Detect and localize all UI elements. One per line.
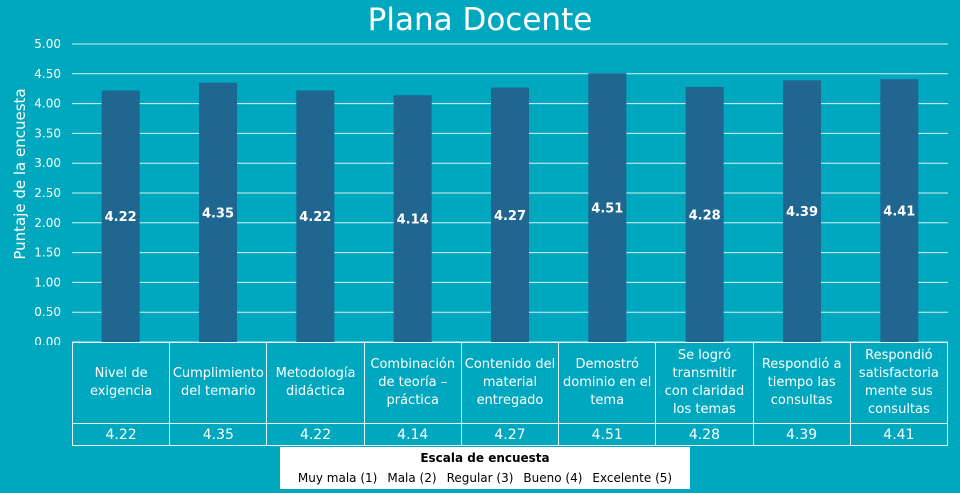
table-value: 4.27 — [460, 423, 560, 446]
table-value: 4.28 — [655, 423, 754, 446]
scale-title: Escala de encuesta — [420, 451, 550, 465]
table-value: 4.41 — [849, 423, 949, 446]
table-value: 4.35 — [169, 423, 268, 446]
y-tick-label: 0.00 — [34, 335, 61, 345]
bar-value-labels: 4.22 4.35 4.22 4.14 4.27 4.51 4.28 4.39 4.41 — [105, 202, 916, 228]
category-label: Demostró dominio en el tema — [558, 342, 657, 424]
bar-value-label: 4.51 — [591, 202, 623, 217]
bar-value-label: 4.22 — [105, 210, 137, 225]
category-label: Respondió a tiempo las consultas — [752, 342, 851, 424]
scale-item: Mala (2) — [387, 471, 437, 485]
table-value: 4.51 — [558, 423, 657, 446]
category-label: Contenido del material entregado — [460, 342, 560, 424]
bar — [296, 90, 335, 342]
y-tick-label: 2.50 — [34, 186, 61, 200]
y-tick-label: 1.50 — [34, 246, 61, 260]
bar-value-label: 4.14 — [397, 213, 429, 228]
bar-value-label: 4.35 — [202, 206, 234, 221]
scale-item: Muy mala (1) — [297, 471, 378, 485]
bar-value-label: 4.27 — [494, 209, 526, 224]
bar — [199, 82, 237, 343]
table-value: 4.22 — [266, 423, 365, 446]
data-table: Nivel de exigencia Cumplimiento del temario… — [71, 342, 949, 446]
category-label: Cumplimiento del temario — [169, 342, 268, 424]
category-label: Se logró transmitir con claridad los temas — [655, 342, 754, 424]
bar — [880, 79, 919, 342]
y-tick-label: 4.50 — [34, 67, 61, 81]
y-tick-label: 5.00 — [34, 37, 61, 51]
bar-value-label: 4.22 — [299, 210, 331, 225]
y-tick-label: 4.00 — [34, 97, 61, 111]
table-value: 4.22 — [71, 423, 171, 446]
bars — [101, 73, 919, 343]
scale-items: Muy mala (1) Mala (2) Regular (3) Bueno (4)… — [280, 470, 690, 486]
bar — [685, 86, 724, 342]
category-label: Metodología didáctica — [266, 342, 365, 424]
bar-value-label: 4.41 — [883, 205, 915, 220]
y-tick-label: 0.50 — [34, 305, 61, 319]
y-tick-label: 3.00 — [34, 156, 61, 170]
bar — [491, 87, 529, 343]
category-label: Nivel de exigencia — [71, 342, 171, 424]
y-axis-ticks: 0.00 0.50 1.00 1.50 2.00 2.50 3.00 3.50 4.00 4.50… — [34, 37, 61, 345]
bar — [588, 73, 627, 342]
bar-chart: 0.00 0.50 1.00 1.50 2.00 2.50 3.00 3.50 4.00 4.50… — [34, 37, 948, 345]
bar-value-label: 4.28 — [689, 208, 721, 223]
category-row: Nivel de exigencia Cumplimiento del temario… — [71, 342, 949, 424]
bar-value-label: 4.39 — [786, 205, 818, 220]
bar — [783, 80, 821, 342]
scale-item: Excelente (5) — [592, 471, 673, 485]
y-tick-label: 3.50 — [34, 126, 61, 140]
y-tick-label: 1.00 — [34, 275, 61, 289]
chart-title: Plana Docente — [367, 2, 593, 38]
scale-item: Regular (3) — [446, 471, 514, 485]
table-value: 4.14 — [363, 423, 462, 446]
value-row: 4.22 4.35 4.22 4.14 4.27 4.51 4.28 4.39 4.41 — [71, 423, 949, 446]
table-value: 4.39 — [752, 423, 851, 446]
y-tick-label: 2.00 — [34, 216, 61, 230]
category-label: Combinación de teoría – práctica — [363, 342, 462, 424]
bar — [393, 95, 432, 342]
scale-legend: Escala de encuesta Muy mala (1) Mala (2) R… — [280, 447, 690, 489]
category-label: Respondió satisfactoria mente sus consultas — [849, 342, 949, 424]
bar — [101, 90, 140, 342]
scale-item: Bueno (4) — [523, 471, 583, 485]
